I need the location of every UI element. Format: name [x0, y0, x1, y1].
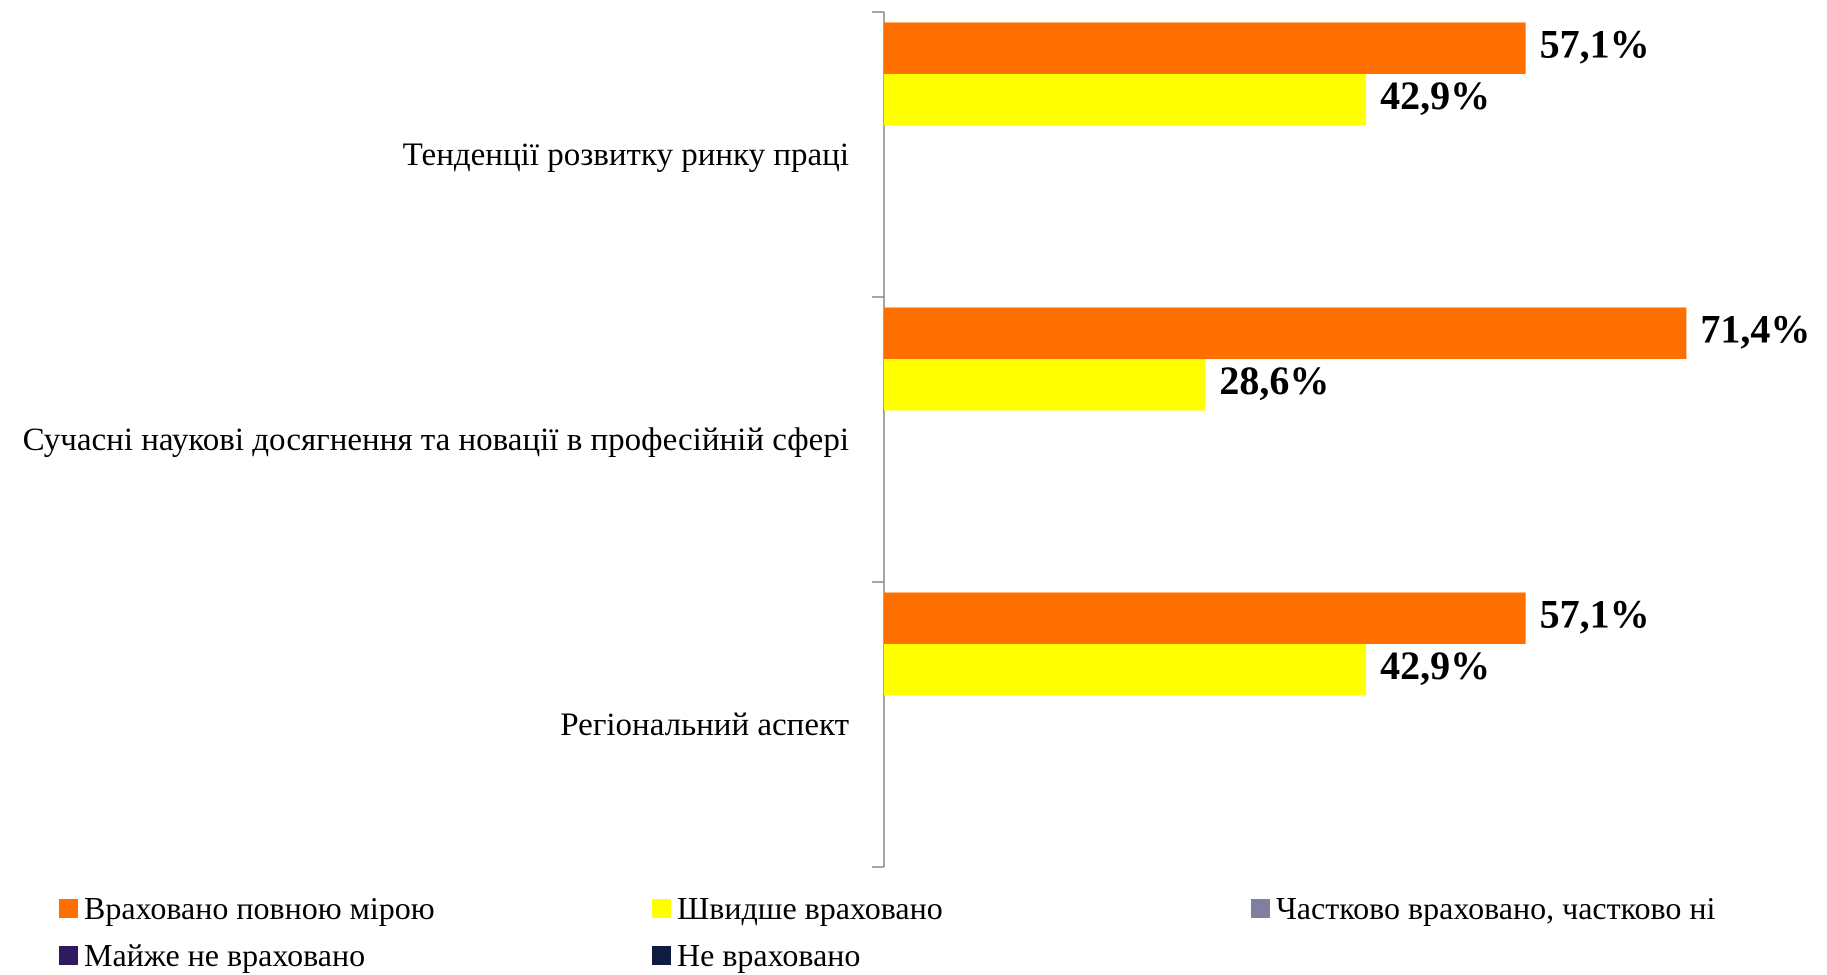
bar [884, 74, 1367, 126]
legend-text: Швидше враховано [677, 890, 943, 926]
category-text: Тенденції розвитку ринку праці [402, 136, 849, 173]
value-label: 42,9% [1380, 643, 1490, 688]
legend-swatch [59, 898, 78, 918]
legend-text: Не враховано [677, 937, 861, 973]
value-label: 42,9% [1380, 73, 1490, 118]
legend-text: Враховано повною мірою [84, 890, 435, 926]
value-label: 57,1% [1540, 21, 1650, 66]
category-label: Сучасні наукові досягнення та новації в … [9, 420, 849, 460]
legend-swatch [652, 945, 671, 965]
category-label: Тенденції розвитку ринку праці [9, 135, 849, 175]
bar [884, 644, 1367, 696]
bar [884, 22, 1526, 74]
bar [884, 307, 1687, 359]
category-label: Регіональний аспект [9, 705, 849, 745]
value-label: 57,1% [1540, 591, 1650, 636]
legend-swatch [59, 945, 78, 965]
legend-text: Майже не враховано [84, 937, 366, 973]
value-label: 28,6% [1219, 358, 1329, 403]
legend-item: Частково враховано, частково ні [1251, 888, 1715, 928]
legend-item: Швидше враховано [652, 888, 943, 928]
value-label: 71,4% [1700, 306, 1810, 351]
bar [884, 592, 1526, 644]
legend-item: Враховано повною мірою [59, 888, 435, 928]
legend-item: Не враховано [652, 935, 860, 975]
bar [884, 359, 1206, 411]
legend-item: Майже не враховано [59, 935, 365, 975]
category-text: Регіональний аспект [560, 706, 849, 743]
legend-text: Частково враховано, частково ні [1276, 890, 1716, 926]
legend-swatch [652, 898, 671, 918]
category-text: Сучасні наукові досягнення та новації в … [22, 421, 849, 458]
legend-swatch [1251, 898, 1270, 918]
